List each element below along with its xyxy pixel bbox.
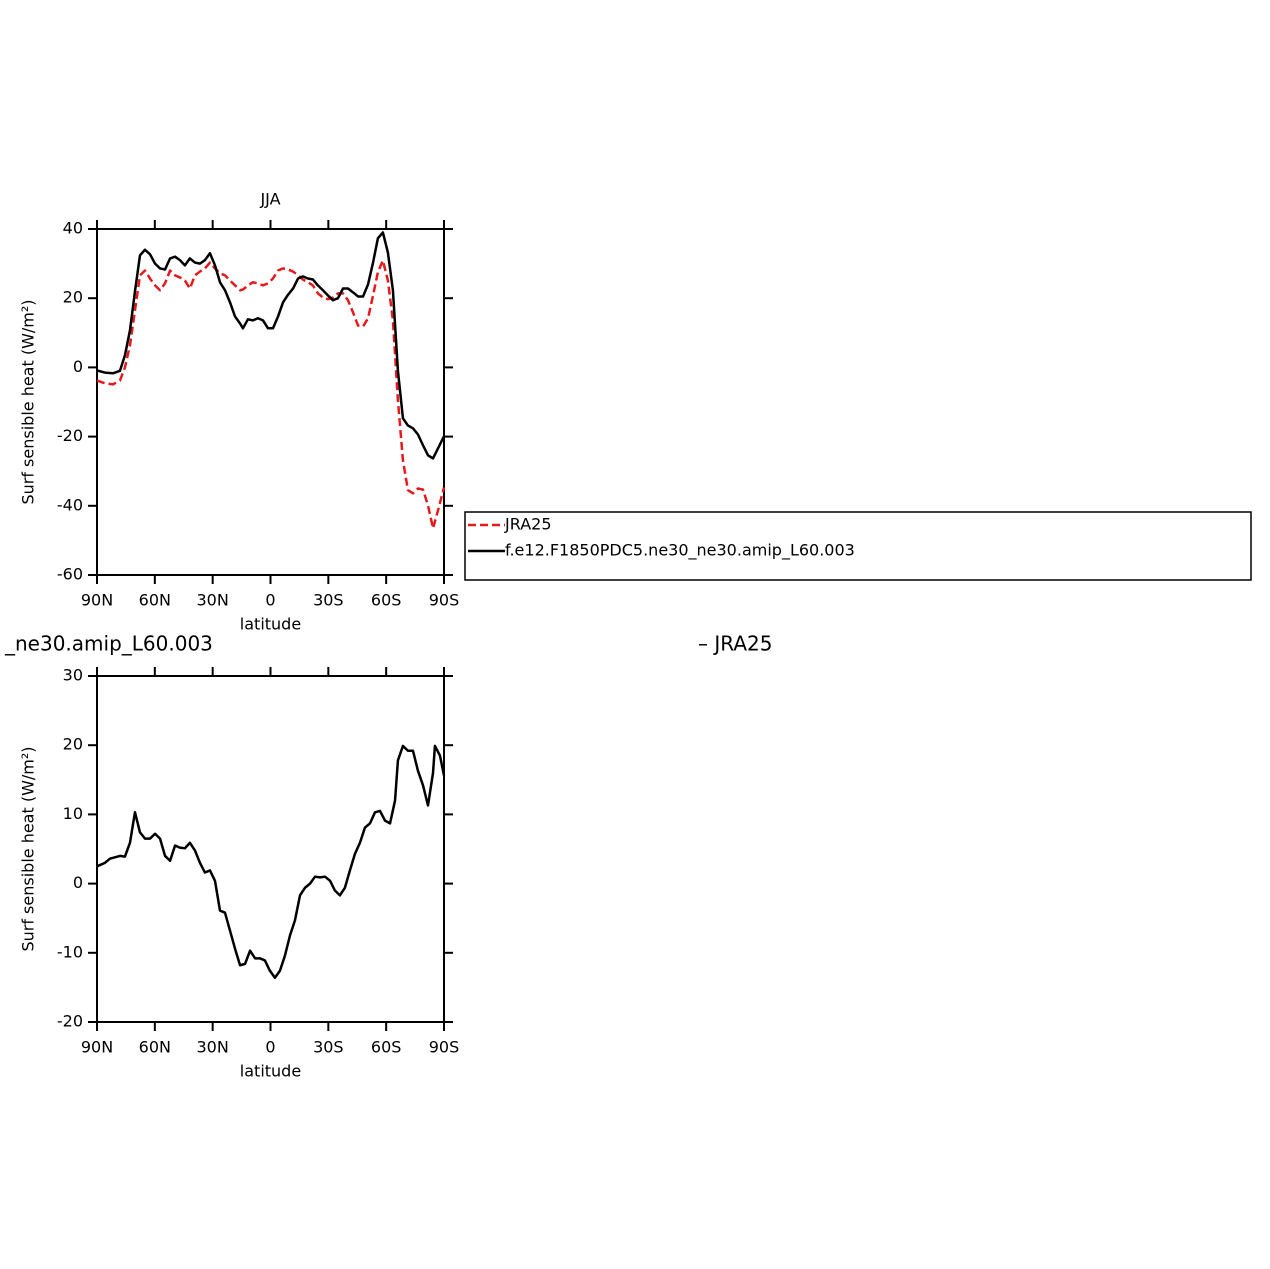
right-title: – JRA25 [698,632,772,656]
x-tick-label: 30S [313,591,344,610]
x-tick-label: 30S [313,1038,344,1057]
x-axis-label: latitude [240,615,301,634]
x-tick-label: 0 [265,1038,275,1057]
y-axis-label: Surf sensible heat (W/m²) [19,746,38,951]
x-tick-label: 60N [139,591,171,610]
y-tick-label: -10 [57,942,83,961]
x-tick-label: 60S [371,1038,402,1057]
y-tick-label: 0 [73,873,83,892]
y-tick-label: -20 [57,426,83,445]
x-axis-label: latitude [240,1062,301,1081]
y-tick-label: -60 [57,565,83,584]
x-tick-label: 90S [429,591,460,610]
x-tick-label: 60N [139,1038,171,1057]
legend-label: f.e12.F1850PDC5.ne30_ne30.amip_L60.003 [505,541,855,561]
legend-label: JRA25 [504,515,552,534]
legend-box [464,511,1252,581]
x-tick-label: 90N [81,591,113,610]
y-tick-label: 30 [63,666,83,685]
data-line [96,231,446,460]
y-tick-label: -40 [57,495,83,514]
y-axis-label: Surf sensible heat (W/m²) [19,299,38,504]
x-tick-label: 30N [197,591,229,610]
y-tick-label: 20 [63,288,83,307]
x-tick-label: 60S [371,591,402,610]
x-tick-label: 90S [429,1038,460,1057]
y-tick-label: 40 [63,219,83,238]
left-title: _ne30.amip_L60.003 [4,632,213,656]
y-tick-label: -20 [57,1012,83,1031]
data-line [96,744,446,979]
chart-title: JJA [259,190,280,209]
y-tick-label: 0 [73,357,83,376]
x-tick-label: 90N [81,1038,113,1057]
plot-frame [96,675,445,1023]
data-line [96,259,446,530]
x-tick-label: 30N [197,1038,229,1057]
plot-frame [96,228,445,576]
x-tick-label: 0 [265,591,275,610]
y-tick-label: 20 [63,735,83,754]
y-tick-label: 10 [63,804,83,823]
